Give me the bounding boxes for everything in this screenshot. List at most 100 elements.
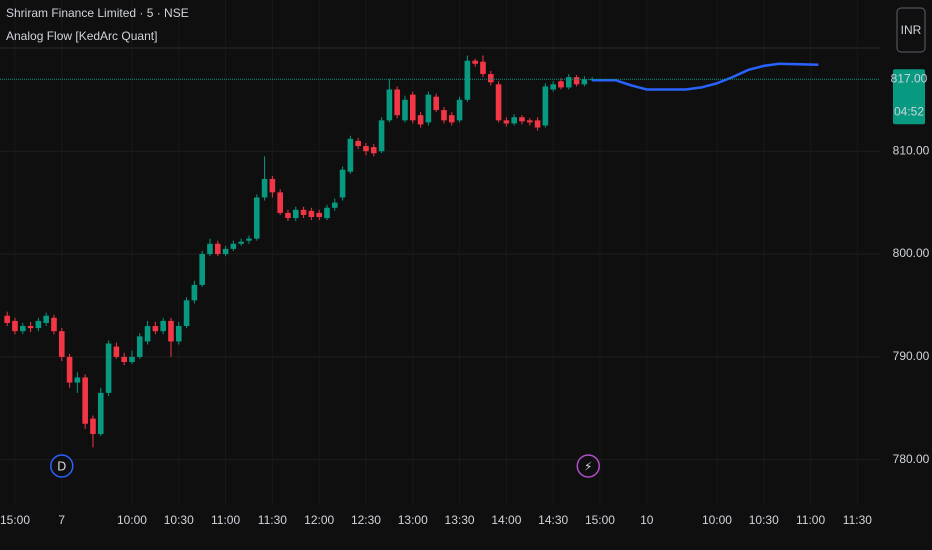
- candle-body: [4, 315, 10, 323]
- candle-body: [472, 60, 478, 64]
- candle-body: [160, 320, 166, 332]
- y-tick-label: 800.00: [893, 246, 930, 260]
- candle-body: [339, 169, 346, 198]
- candle-body: [370, 147, 377, 154]
- candle-body: [417, 115, 424, 125]
- candle-body: [113, 346, 120, 357]
- plot: D ⚡: [0, 55, 880, 478]
- candle-body: [487, 74, 494, 83]
- candle-body: [230, 243, 237, 249]
- candle-body: [191, 284, 198, 301]
- candle-body: [253, 197, 260, 239]
- x-tick-label: 13:00: [398, 513, 428, 527]
- candle-body: [347, 138, 354, 172]
- candle-body: [550, 84, 556, 90]
- candle-body: [558, 81, 564, 88]
- event-marker-label: ⚡: [584, 460, 592, 474]
- candle-body: [519, 117, 525, 122]
- x-tick-label: 10:00: [117, 513, 147, 527]
- event-marker: [50, 454, 74, 478]
- candle-body: [35, 320, 42, 329]
- candle-body: [12, 320, 18, 332]
- chart-title: Shriram Finance Limited · 5 · NSE: [6, 6, 189, 20]
- candle-body: [363, 146, 369, 152]
- candle-body: [495, 84, 502, 121]
- forecast-line: [592, 62, 819, 91]
- x-tick-label: 12:30: [351, 513, 381, 527]
- candle-body: [238, 241, 244, 244]
- candle-body: [261, 178, 268, 198]
- currency[interactable]: INR: [901, 23, 922, 37]
- candle-body: [378, 120, 385, 152]
- candle-body: [292, 209, 299, 219]
- candle-body: [402, 99, 408, 121]
- candle-body: [456, 99, 463, 121]
- event-marker-label: D: [57, 460, 66, 474]
- y-tick-label: 780.00: [893, 452, 930, 466]
- candle-body: [441, 110, 447, 121]
- price-label: 817.00: [891, 71, 928, 85]
- x-tick-label: 15:00: [585, 513, 615, 527]
- candle-body: [129, 356, 135, 363]
- candle-body: [542, 86, 549, 126]
- x-tick-label: 10: [640, 513, 654, 527]
- candle-body: [97, 392, 104, 435]
- candle-body: [82, 377, 88, 424]
- candle-body: [121, 356, 127, 363]
- candle-body: [58, 331, 65, 357]
- candle-body: [152, 326, 159, 332]
- x-tick-label: 10:30: [164, 513, 194, 527]
- candle-body: [526, 120, 533, 123]
- candle-body: [534, 120, 541, 128]
- indicator-name: Analog Flow [KedArc Quant]: [6, 29, 157, 43]
- candle-body: [144, 326, 151, 342]
- candle-body: [480, 61, 486, 75]
- candle-body: [394, 89, 400, 116]
- candle-body: [573, 77, 580, 85]
- y-tick-label: 790.00: [893, 349, 930, 363]
- candle-body: [183, 300, 190, 327]
- candle-body: [246, 238, 252, 241]
- x-tick-label: 12:00: [304, 513, 334, 527]
- candle-body: [324, 207, 330, 219]
- price-badge: [893, 69, 925, 125]
- x-tick-label: 13:30: [445, 513, 475, 527]
- candle-body: [331, 202, 338, 208]
- event-marker: [576, 454, 601, 478]
- grid: [0, 150, 880, 461]
- candle-body: [355, 140, 361, 147]
- candle-body: [433, 96, 439, 111]
- candle-body: [90, 418, 96, 435]
- candle-body: [409, 94, 416, 121]
- x-tick-label: 11:30: [258, 513, 287, 527]
- candle-body: [308, 210, 315, 218]
- candle-body: [386, 89, 393, 121]
- candle-body: [503, 120, 510, 124]
- candle-body: [464, 60, 471, 100]
- candle-body: [511, 117, 517, 124]
- axes: 780.00 790.00 800.00 810.00 15:00 7 10:00 10:30…: [0, 69, 930, 527]
- candle-body: [27, 326, 34, 329]
- x-tick-label: 14:00: [491, 513, 521, 527]
- x-tick-label: 10:30: [749, 513, 779, 527]
- candle-body: [175, 326, 182, 342]
- candle-body: [269, 178, 276, 193]
- candle-body: [222, 248, 229, 255]
- countdown: 04:52: [894, 104, 924, 118]
- candle-body: [300, 209, 307, 215]
- candle-body: [581, 79, 588, 85]
- candle-body: [316, 212, 322, 218]
- candle-body: [285, 212, 291, 219]
- candle-body: [168, 320, 174, 342]
- candle-body: [74, 377, 81, 383]
- x-tick-label: 15:00: [0, 513, 30, 527]
- candle-body: [199, 254, 205, 285]
- x-tick-label: 7: [58, 513, 65, 527]
- candle-body: [43, 315, 49, 323]
- currency-button[interactable]: [896, 7, 926, 53]
- candle-body: [105, 343, 112, 393]
- candle-body: [19, 326, 26, 332]
- x-tick-label: 14:30: [538, 513, 568, 527]
